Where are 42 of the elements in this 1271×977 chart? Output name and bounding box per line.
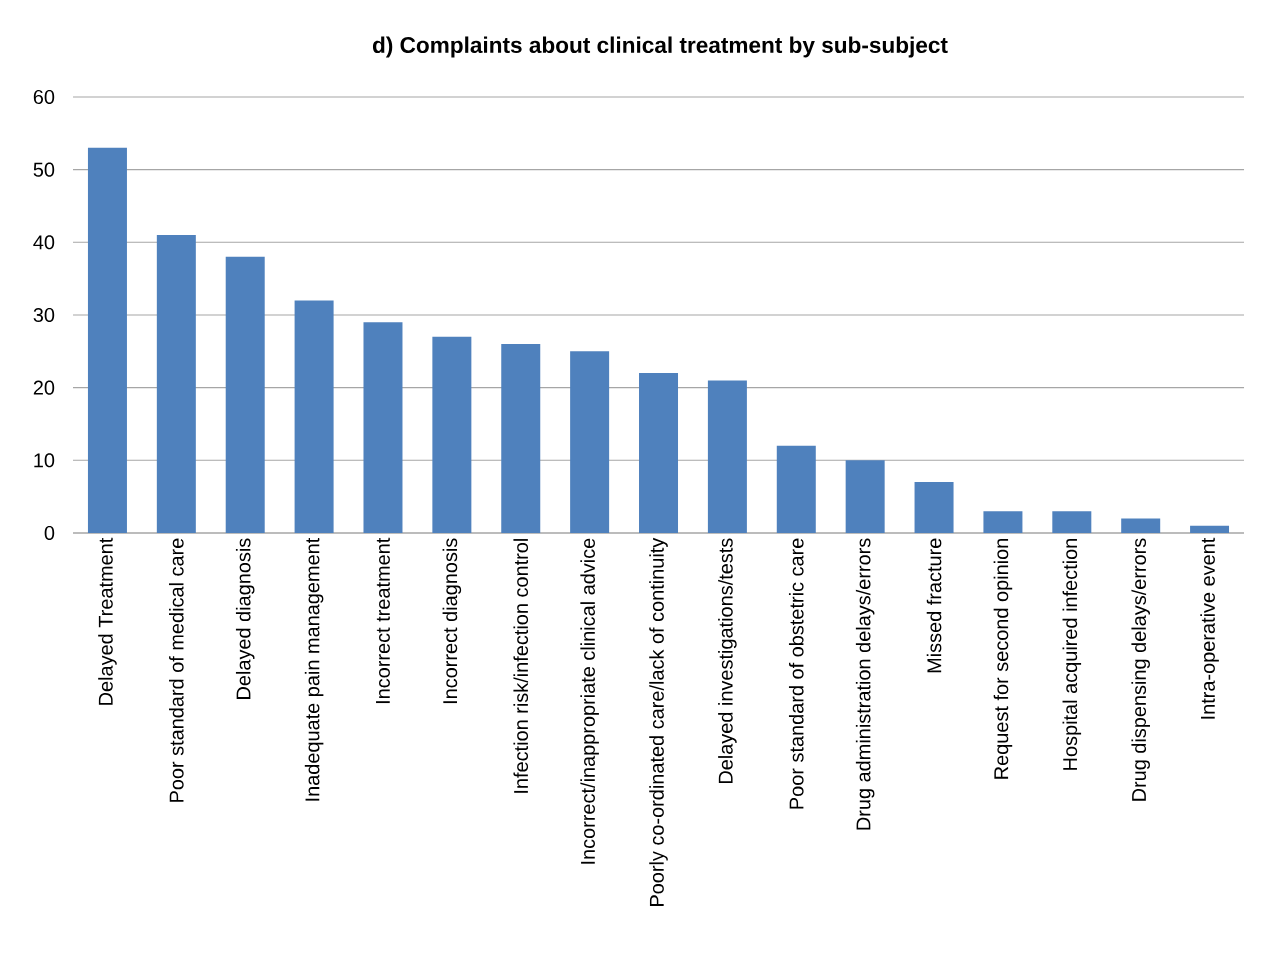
bar (501, 344, 541, 533)
x-tick-label: Intra-operative event (1200, 537, 1219, 719)
x-tick-label: Poorly co-ordinated care/lack of continuity (649, 537, 668, 906)
bar (1190, 525, 1230, 533)
bar (294, 300, 334, 533)
bar (1121, 518, 1161, 533)
bar (914, 482, 954, 533)
x-tick-label: Incorrect/inappropriate clinical advice (580, 538, 599, 864)
bar (983, 511, 1023, 533)
x-tick-label: Request for second opinion (993, 539, 1013, 779)
chart-title: d) Complaints about clinical treatment by sub-subject (372, 36, 948, 58)
y-tick-label: 20 (33, 380, 55, 395)
bar (225, 256, 265, 533)
y-tick-label: 40 (33, 235, 55, 250)
bar (776, 445, 816, 533)
y-tick-label: 0 (44, 525, 55, 541)
x-tick-label: Delayed investigations/tests (718, 538, 737, 784)
bar (639, 373, 679, 533)
bar (1052, 511, 1092, 533)
x-tick-label: Inadequate pain management (304, 537, 324, 801)
x-tick-label: Incorrect diagnosis (442, 538, 462, 704)
x-tick-label: Delayed diagnosis (235, 538, 255, 699)
x-tick-label: Missed fracture (926, 538, 942, 673)
x-tick-label: Hospital acquired infection (1062, 539, 1082, 770)
x-tick-label: Delayed Treatment (98, 537, 117, 705)
bar (87, 147, 127, 533)
x-tick-label: Poor standard of obstetric care (788, 538, 804, 809)
y-tick-label: 50 (33, 162, 55, 177)
y-tick-label: 30 (33, 307, 55, 323)
x-tick-label: Incorrect treatment (376, 537, 390, 704)
x-tick-label: Poor standard of medical care (169, 538, 184, 802)
x-tick-label: Drug dispensing delays/errors (1131, 538, 1150, 801)
bar (432, 336, 472, 533)
x-tick-label: Drug administration delays/errors (855, 538, 875, 830)
bar (156, 235, 196, 533)
bar (707, 380, 747, 533)
x-tick-label: Infection risk/infection control (513, 539, 529, 793)
bar (363, 322, 403, 533)
bar (845, 460, 885, 533)
bar (570, 351, 610, 533)
y-tick-label: 10 (34, 453, 55, 468)
y-tick-label: 60 (33, 89, 55, 105)
